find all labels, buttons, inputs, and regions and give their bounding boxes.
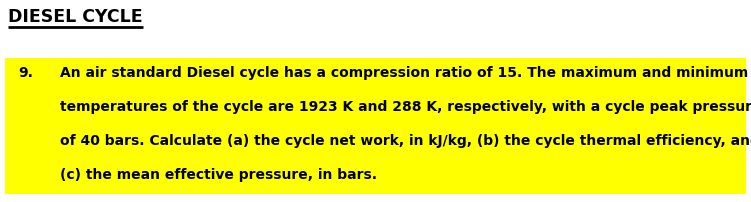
FancyBboxPatch shape — [5, 58, 746, 194]
Text: An air standard Diesel cycle has a compression ratio of 15. The maximum and mini: An air standard Diesel cycle has a compr… — [60, 66, 748, 80]
Text: of 40 bars. Calculate (a) the cycle net work, in kJ/kg, (b) the cycle thermal ef: of 40 bars. Calculate (a) the cycle net … — [60, 134, 751, 148]
Text: (c) the mean effective pressure, in bars.: (c) the mean effective pressure, in bars… — [60, 168, 377, 182]
Text: 9.: 9. — [18, 66, 33, 80]
Text: temperatures of the cycle are 1923 K and 288 K, respectively, with a cycle peak : temperatures of the cycle are 1923 K and… — [60, 100, 751, 114]
Text: DIESEL CYCLE: DIESEL CYCLE — [8, 8, 143, 26]
